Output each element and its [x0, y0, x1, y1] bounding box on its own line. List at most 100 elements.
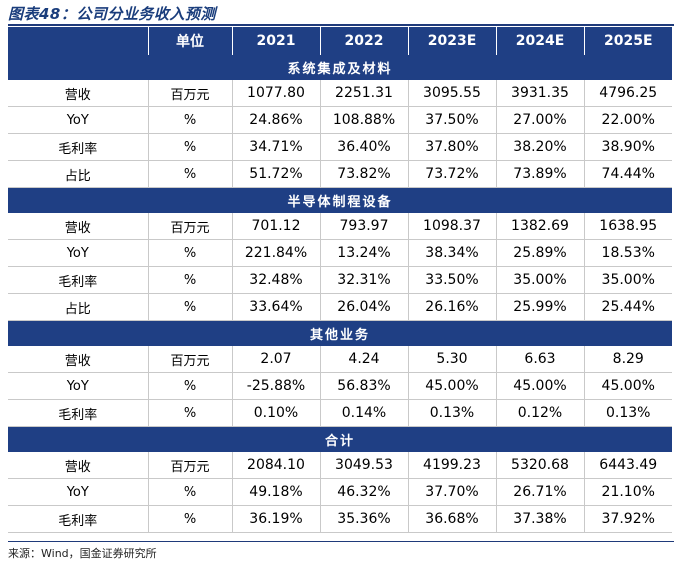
row-unit: %	[148, 399, 233, 427]
value-cell: 6.63	[496, 346, 585, 373]
section-header-row: 系统集成及材料	[8, 55, 672, 80]
row-label: 营收	[8, 213, 149, 240]
section-header-row: 半导体制程设备	[8, 187, 672, 213]
value-cell: 4796.25	[584, 80, 672, 107]
row-unit: 百万元	[148, 80, 233, 107]
table-row: YoY% 49.18% 46.32% 37.70% 26.71% 21.10%	[8, 478, 672, 506]
value-cell: 5320.68	[496, 452, 585, 479]
value-cell: 8.29	[584, 346, 672, 373]
value-cell: 0.10%	[232, 399, 321, 427]
value-cell: 73.72%	[408, 160, 497, 188]
value-cell: 108.88%	[320, 106, 409, 134]
section-title: 系统集成及材料	[8, 55, 672, 80]
value-cell: 3049.53	[320, 452, 409, 479]
value-cell: 3095.55	[408, 80, 497, 107]
value-cell: 51.72%	[232, 160, 321, 188]
value-cell: 22.00%	[584, 106, 672, 134]
value-cell: 1382.69	[496, 213, 585, 240]
row-label: 毛利率	[8, 505, 149, 533]
row-unit: %	[148, 505, 233, 533]
row-unit: %	[148, 266, 233, 294]
section-header-row: 合计	[8, 426, 672, 452]
value-cell: 21.10%	[584, 478, 672, 506]
table-title: 图表48：公司分业务收入预测	[8, 5, 216, 23]
value-cell: 33.64%	[232, 293, 321, 321]
header-cell-unit: 单位	[148, 27, 233, 55]
row-unit: 百万元	[148, 452, 233, 479]
value-cell: 1638.95	[584, 213, 672, 240]
table-row: 占比% 33.64% 26.04% 26.16% 25.99% 25.44%	[8, 293, 672, 321]
row-unit: %	[148, 106, 233, 134]
value-cell: 38.20%	[496, 133, 585, 161]
value-cell: 0.12%	[496, 399, 585, 427]
row-label: 营收	[8, 452, 149, 479]
table-row: 毛利率% 32.48% 32.31% 33.50% 35.00% 35.00%	[8, 266, 672, 294]
value-cell: 0.13%	[408, 399, 497, 427]
revenue-forecast-table: 单位 2021 2022 2023E 2024E 2025E 系统集成及材料 营收…	[8, 27, 672, 533]
value-cell: 3931.35	[496, 80, 585, 107]
value-cell: 4199.23	[408, 452, 497, 479]
table-row: 毛利率% 36.19% 35.36% 36.68% 37.38% 37.92%	[8, 505, 672, 533]
title-rule	[8, 24, 674, 26]
table-row: 毛利率% 0.10% 0.14% 0.13% 0.12% 0.13%	[8, 399, 672, 427]
value-cell: 2084.10	[232, 452, 321, 479]
value-cell: 26.16%	[408, 293, 497, 321]
section-header-row: 其他业务	[8, 320, 672, 346]
section-title: 合计	[8, 426, 672, 452]
table-row: 营收 百万元 1077.80 2251.31 3095.55 3931.35 4796.25	[8, 80, 672, 107]
row-unit: %	[148, 160, 233, 188]
footer-rule	[8, 541, 674, 542]
value-cell: 36.68%	[408, 505, 497, 533]
value-cell: 32.48%	[232, 266, 321, 294]
value-cell: 35.00%	[496, 266, 585, 294]
value-cell: 73.89%	[496, 160, 585, 188]
table-row: YoY% -25.88% 56.83% 45.00% 45.00% 45.00%	[8, 372, 672, 400]
row-label: 毛利率	[8, 133, 149, 161]
value-cell: 38.34%	[408, 239, 497, 267]
header-cell-year: 2024E	[496, 27, 585, 55]
value-cell: 74.44%	[584, 160, 672, 188]
value-cell: 26.71%	[496, 478, 585, 506]
header-cell-year: 2025E	[584, 27, 672, 55]
value-cell: 6443.49	[584, 452, 672, 479]
row-label: YoY	[8, 239, 149, 267]
value-cell: 793.97	[320, 213, 409, 240]
value-cell: 45.00%	[408, 372, 497, 400]
value-cell: 37.38%	[496, 505, 585, 533]
value-cell: 32.31%	[320, 266, 409, 294]
value-cell: 36.40%	[320, 133, 409, 161]
row-unit: %	[148, 239, 233, 267]
value-cell: -25.88%	[232, 372, 321, 400]
header-cell-year: 2021	[232, 27, 321, 55]
value-cell: 4.24	[320, 346, 409, 373]
header-cell-year: 2023E	[408, 27, 497, 55]
value-cell: 45.00%	[584, 372, 672, 400]
value-cell: 25.99%	[496, 293, 585, 321]
value-cell: 49.18%	[232, 478, 321, 506]
value-cell: 1098.37	[408, 213, 497, 240]
table-row: 营收 百万元 2.07 4.24 5.30 6.63 8.29	[8, 346, 672, 373]
value-cell: 33.50%	[408, 266, 497, 294]
value-cell: 701.12	[232, 213, 321, 240]
row-label: 毛利率	[8, 266, 149, 294]
table-row: YoY% 221.84% 13.24% 38.34% 25.89% 18.53%	[8, 239, 672, 267]
value-cell: 0.13%	[584, 399, 672, 427]
value-cell: 38.90%	[584, 133, 672, 161]
value-cell: 13.24%	[320, 239, 409, 267]
value-cell: 18.53%	[584, 239, 672, 267]
table-row: 营收 百万元 701.12 793.97 1098.37 1382.69 1638.95	[8, 213, 672, 240]
value-cell: 35.00%	[584, 266, 672, 294]
value-cell: 73.82%	[320, 160, 409, 188]
row-label: YoY	[8, 372, 149, 400]
value-cell: 25.89%	[496, 239, 585, 267]
row-unit: 百万元	[148, 346, 233, 373]
row-unit: %	[148, 133, 233, 161]
row-label: 占比	[8, 160, 149, 188]
table-row: 毛利率% 34.71% 36.40% 37.80% 38.20% 38.90%	[8, 133, 672, 161]
section-title: 其他业务	[8, 320, 672, 346]
value-cell: 2251.31	[320, 80, 409, 107]
row-label: 营收	[8, 346, 149, 373]
value-cell: 37.80%	[408, 133, 497, 161]
value-cell: 37.70%	[408, 478, 497, 506]
value-cell: 221.84%	[232, 239, 321, 267]
